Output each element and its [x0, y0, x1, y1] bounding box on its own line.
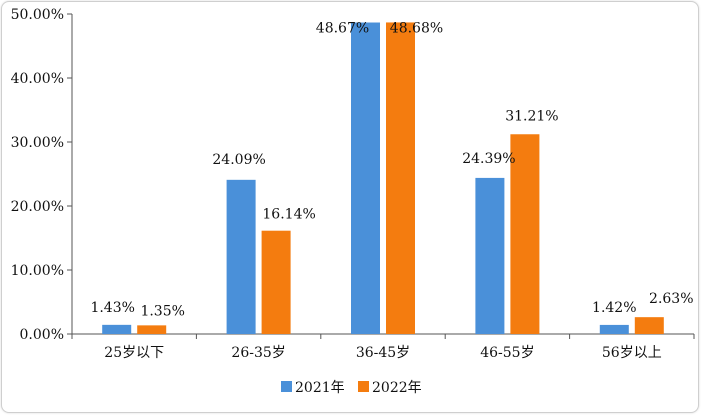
x-axis: 25岁以下 26-35岁 36-45岁 46-55岁 56岁以上: [71, 333, 695, 361]
y-axis: 0.00% 10.00% 20.00% 30.00% 40.00% 50.00%: [11, 7, 73, 343]
y-tick-label: 20.00%: [11, 199, 64, 215]
legend-label: 2022年: [372, 380, 422, 396]
bar-series-2: [137, 325, 167, 334]
legend-swatch: [358, 381, 369, 392]
bar-series-1: [102, 324, 132, 334]
data-label: 1.42%: [592, 300, 636, 316]
data-label: 31.21%: [505, 108, 558, 124]
data-labels: 1.43% 24.09% 48.67% 24.39% 1.42% 1.35% 16.14% 4…: [90, 20, 693, 319]
y-tick-label: 30.00%: [11, 135, 64, 151]
bar-series-1: [226, 179, 256, 334]
x-category-label: 25岁以下: [104, 345, 164, 361]
bar-series-1: [475, 177, 505, 334]
data-label: 24.09%: [212, 152, 265, 168]
x-category-label: 36-45岁: [356, 345, 410, 361]
data-label: 1.35%: [140, 303, 184, 319]
bar-series-1: [351, 22, 380, 335]
y-tick-label: 10.00%: [11, 263, 64, 279]
x-category-label: 26-35岁: [231, 345, 285, 361]
bar-series-2: [386, 22, 415, 335]
bar-series-1: [599, 324, 629, 334]
bar-series-2: [510, 134, 540, 334]
y-tick-label: 40.00%: [11, 71, 64, 87]
data-label: 2.63%: [649, 291, 693, 307]
legend: 2021年 2022年: [281, 380, 422, 396]
bars: [102, 22, 664, 335]
data-label: 48.68%: [390, 20, 443, 36]
x-category-label: 56岁以上: [602, 345, 662, 361]
data-label: 16.14%: [262, 207, 315, 223]
data-label: 24.39%: [462, 151, 515, 167]
data-label: 48.67%: [316, 21, 369, 37]
y-tick-label: 50.00%: [11, 7, 64, 23]
bar-series-2: [634, 317, 664, 334]
legend-label: 2021年: [295, 380, 345, 396]
x-category-label: 46-55岁: [480, 345, 534, 361]
y-tick-label: 0.00%: [20, 327, 64, 343]
data-label: 1.43%: [90, 300, 134, 316]
bar-series-2: [261, 230, 291, 334]
legend-swatch: [281, 381, 292, 392]
